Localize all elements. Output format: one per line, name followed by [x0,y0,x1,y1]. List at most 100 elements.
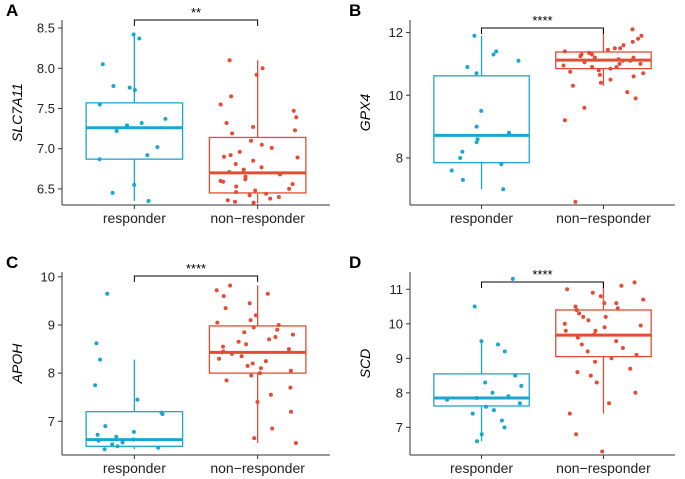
data-point [95,432,100,437]
data-point [581,314,586,319]
data-point [592,55,597,60]
box-iqr [433,75,530,164]
data-point [590,290,595,295]
data-point [589,52,594,57]
y-tick-label: 7 [48,414,55,429]
data-point [115,444,120,449]
data-point [114,129,119,133]
data-point [573,304,578,309]
y-tick-label: 8 [48,366,55,381]
x-category-label: responder [103,210,166,226]
data-point [135,397,140,402]
data-point [223,306,228,311]
x-category-label: non−responder [556,460,651,476]
data-point [234,190,238,195]
data-point [96,438,101,443]
data-point [625,90,630,95]
panel-label: D [349,253,361,272]
data-point [475,137,480,142]
data-point [593,359,597,364]
data-point [290,332,295,337]
data-point [221,294,226,299]
data-point [275,327,280,332]
data-point [598,80,603,85]
data-point [247,193,252,198]
data-point [614,65,619,69]
data-point [227,170,232,174]
data-point [609,356,614,361]
data-point [278,172,282,177]
data-point [460,149,465,154]
box-non-responder [555,29,652,86]
box-iqr [208,136,307,194]
data-point [474,71,479,76]
y-axis-label: APOH [9,343,25,385]
data-point [155,145,160,150]
data-point [110,442,115,447]
data-point [295,155,300,160]
box-iqr [85,102,184,160]
data-point [619,283,624,288]
data-point [607,401,611,406]
data-point [265,291,270,296]
data-point [577,311,582,316]
data-point [233,199,237,204]
data-point [251,200,256,205]
data-point [484,404,488,409]
data-point [288,385,293,390]
data-point [224,378,229,383]
data-point [259,142,264,147]
data-point [449,168,454,173]
data-point [479,432,484,437]
data-point [507,130,511,135]
data-point [594,380,599,385]
y-tick-label: 10 [389,316,403,331]
data-point [575,370,580,375]
data-point [470,411,475,416]
data-point [224,121,229,125]
data-point [621,43,626,48]
data-point [131,429,136,434]
data-point [260,66,265,71]
y-tick-label: 7.5 [37,101,55,116]
data-point [517,401,522,406]
data-point [293,128,297,133]
data-point [628,366,633,371]
data-point [641,297,646,302]
data-point [163,116,168,121]
data-point [237,149,242,154]
data-point [105,291,110,296]
data-point [227,58,232,63]
data-point [139,121,144,125]
data-point [632,280,637,285]
x-category-label: responder [103,460,166,476]
data-point [574,432,579,437]
x-category-label: responder [450,460,513,476]
data-point [571,83,575,88]
data-point [600,449,605,454]
data-point [458,156,463,160]
data-point [630,27,635,32]
box-iqr [85,411,184,447]
data-point [579,52,584,57]
data-point [264,191,269,196]
data-point [616,57,621,62]
box-responder [433,341,530,442]
data-point [506,394,511,399]
data-point [592,332,597,337]
data-point [93,383,98,388]
panel-a: A SLC7A11 6.5 7.0 7.5 8.0 8.5 responder non−resp… [6,1,330,226]
data-point [249,373,254,378]
y-tick-label: 7.0 [37,141,55,156]
data-point [582,105,587,110]
data-point [160,412,165,417]
significance-label: **** [532,13,552,28]
data-point [239,354,244,359]
data-point [474,140,479,145]
data-point [630,39,635,44]
data-point [251,125,256,129]
data-point [290,182,295,187]
box-non-responder [208,285,307,443]
data-point [499,162,504,167]
significance-bracket [133,275,259,282]
